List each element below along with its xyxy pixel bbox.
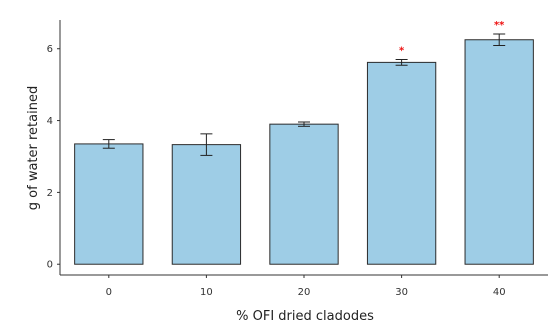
bar-30 — [366, 61, 437, 265]
x-tick-label: 30 — [395, 287, 408, 298]
error-bar-10 — [200, 133, 213, 156]
error-bar-30 — [395, 59, 408, 66]
y-tick-label: 2 — [47, 188, 53, 199]
bar-0 — [74, 143, 144, 265]
error-bar-40 — [493, 33, 506, 46]
error-bar-20 — [298, 121, 310, 127]
significance-mark-40: ** — [494, 20, 505, 31]
x-axis-title: % OFI dried cladodes — [236, 309, 374, 324]
bar-10 — [171, 144, 242, 265]
x-tick-label: 10 — [200, 287, 213, 298]
y-tick-label: 4 — [47, 116, 53, 127]
x-tick-label: 40 — [493, 287, 506, 298]
y-tick-label: 0 — [47, 260, 53, 271]
x-tick-label: 0 — [106, 287, 112, 298]
bars — [74, 39, 534, 265]
y-ticks: 0 2 4 6 — [47, 44, 60, 271]
significance-marks: *** — [399, 20, 505, 57]
x-tick-label: 20 — [298, 287, 311, 298]
significance-mark-30: * — [399, 46, 405, 57]
y-axis-title: g of water retained — [26, 86, 41, 210]
error-bar-0 — [102, 139, 115, 149]
bar-20 — [269, 123, 339, 265]
x-ticks: 0 10 20 30 40 — [106, 275, 506, 298]
error-bars — [102, 33, 506, 156]
bar-40 — [464, 39, 534, 265]
y-tick-label: 6 — [47, 44, 53, 55]
